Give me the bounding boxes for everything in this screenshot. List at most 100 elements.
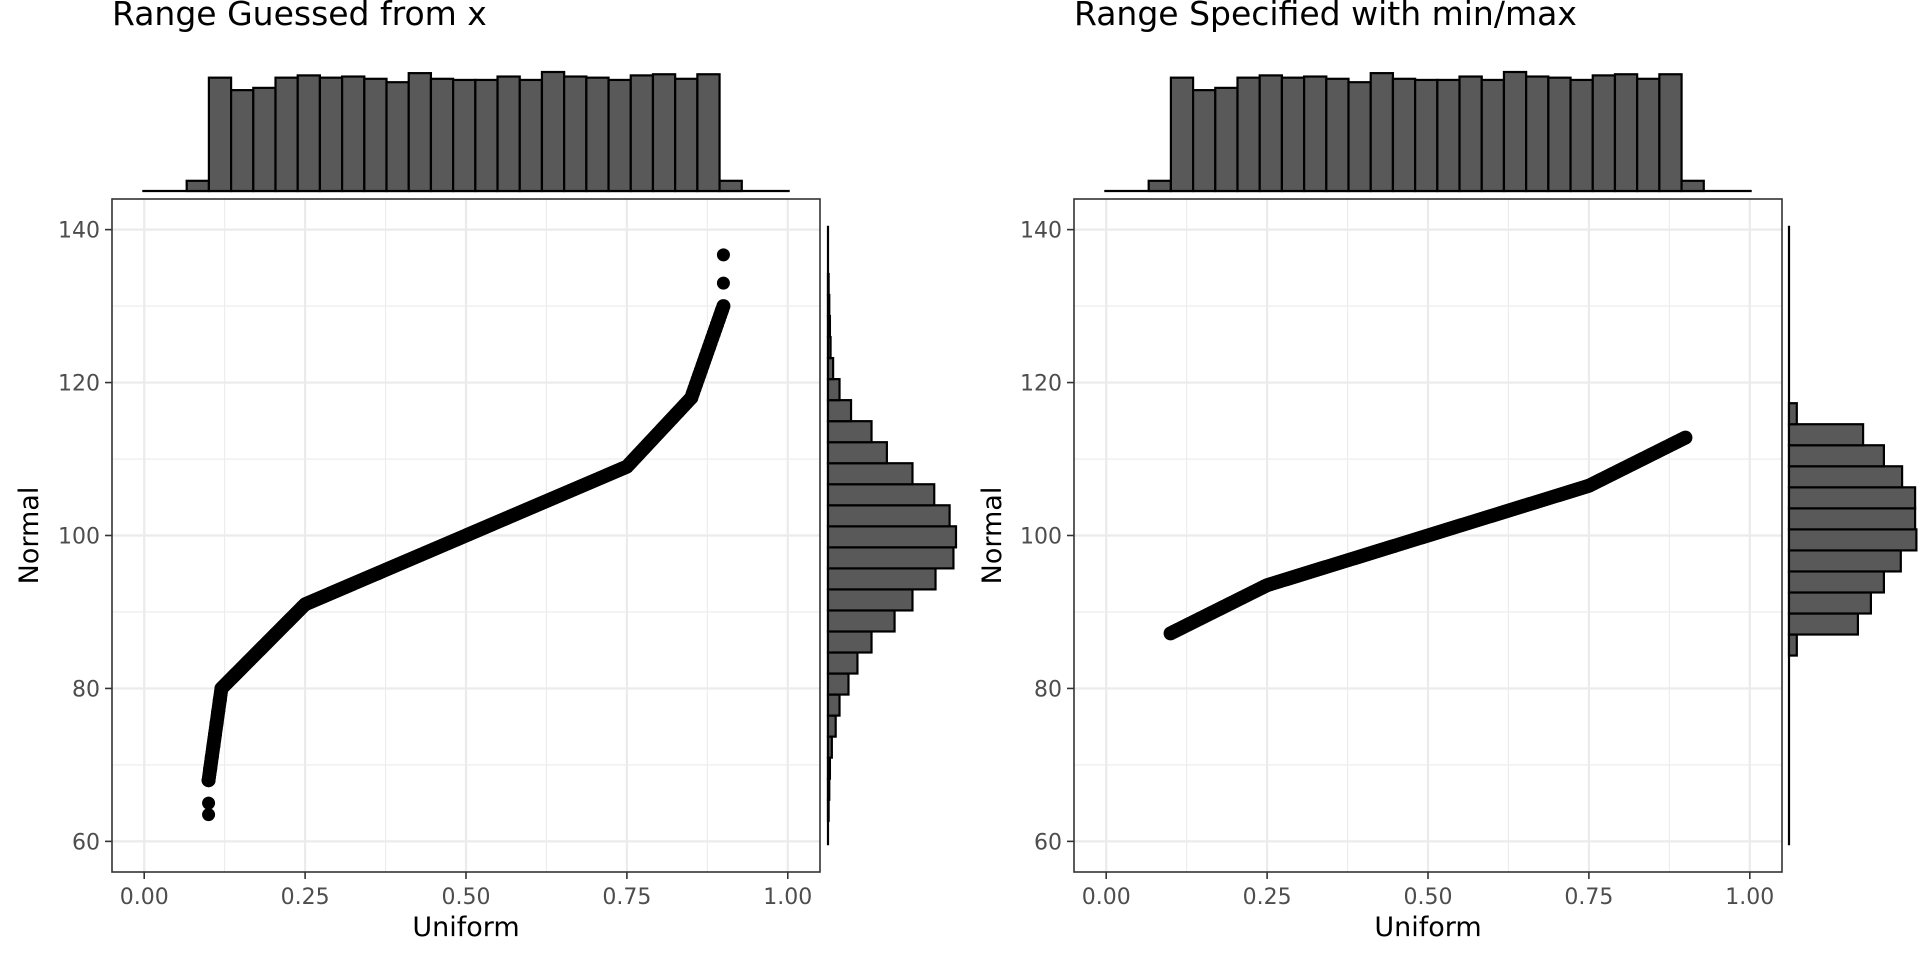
x-histogram-bar [385, 81, 410, 193]
x-tick-label: 0.25 [281, 885, 330, 910]
y-histogram-bar [826, 567, 937, 591]
x-histogram-bar [1325, 77, 1350, 193]
x-tick-label: 0.75 [1564, 885, 1613, 910]
y-histogram-bar [1787, 570, 1886, 594]
x-tick-label: 0.00 [120, 885, 169, 910]
chart-range-specified: Range Specified with min/max 0.00 0.25 0.50… [977, 0, 1918, 943]
y-tick-label: 120 [58, 372, 100, 397]
x-histogram-bar [1502, 70, 1528, 193]
scatter-point-outlier [202, 796, 216, 810]
x-tick-label: 1.00 [1725, 885, 1774, 910]
x-histogram-bar [1214, 86, 1239, 193]
y-histogram-bar [1787, 591, 1873, 615]
x-histogram-bar [1436, 78, 1461, 193]
y-tick-label: 60 [1034, 830, 1062, 855]
y-histogram-bar [826, 399, 853, 423]
y-histogram-bar [826, 483, 936, 507]
x-tick-label: 0.25 [1243, 885, 1292, 910]
scatter-point-outlier [716, 248, 730, 262]
y-histogram-bar [826, 335, 832, 360]
x-histogram-bar [1280, 76, 1306, 193]
chart-title: Range Specified with min/max [1074, 0, 1577, 33]
y-histogram-bar [826, 293, 831, 318]
x-histogram-bar [1680, 179, 1705, 193]
x-axis-title: Uniform [412, 912, 519, 943]
x-histogram-bar [651, 73, 677, 193]
x-histogram-bar [1169, 76, 1195, 193]
scatter-point [214, 684, 229, 699]
y-histogram-bar [1787, 612, 1860, 636]
y-histogram-bar [826, 546, 955, 570]
x-histogram-bar [629, 74, 655, 193]
y-histogram-bar [826, 378, 841, 402]
x-tick-label: 1.00 [763, 885, 812, 910]
x-histogram-bar [496, 75, 521, 193]
x-histogram-bar [1191, 89, 1217, 193]
x-histogram-bar [452, 78, 477, 193]
y-histogram-bar [826, 441, 888, 465]
chart-range-guessed: Range Guessed from x 0.00 0.25 0.50 0.75 1.00… [14, 0, 958, 943]
y-histogram-bar [1787, 423, 1865, 447]
x-histogram-bar [296, 74, 322, 193]
x-histogram-bar [185, 179, 210, 193]
scatter-point [1678, 430, 1693, 445]
scatter-point-outlier [716, 276, 730, 290]
x-histogram-bar [696, 73, 721, 193]
x-tick-label: 0.50 [442, 885, 491, 910]
scatter-point [715, 302, 730, 317]
x-histogram-bar [1613, 73, 1639, 193]
y-histogram-bar [826, 588, 914, 612]
y-tick-label: 80 [1034, 677, 1062, 702]
y-histogram-bar [826, 314, 832, 339]
x-histogram-bar [1147, 179, 1172, 193]
x-histogram-bar [1458, 75, 1483, 193]
x-tick-label: 0.50 [1404, 885, 1453, 910]
scatter-points [201, 248, 731, 822]
x-histogram-bar [1547, 76, 1572, 193]
scatter-point-outlier [202, 808, 216, 822]
x-histogram-bar [1258, 74, 1284, 193]
x-axis-title: Uniform [1374, 912, 1481, 943]
y-histogram-bar [826, 272, 830, 297]
x-histogram-bar [718, 179, 743, 193]
y-tick-label: 80 [72, 677, 100, 702]
x-tick-label: 0.75 [602, 885, 651, 910]
y-histogram-bar [1787, 633, 1798, 657]
y-axis-title: Normal [14, 487, 45, 585]
x-histogram-bar [540, 70, 566, 193]
x-histogram-bar [607, 78, 632, 193]
x-histogram-bar [341, 75, 366, 193]
y-histogram-bar [826, 630, 873, 654]
x-histogram-bar [1236, 76, 1261, 193]
y-histogram-bar [1787, 528, 1918, 552]
y-histogram-bar [826, 672, 850, 696]
y-histogram-bar [826, 420, 873, 444]
y-histogram-bar [1787, 465, 1904, 489]
x-marginal-histogram [142, 70, 790, 193]
y-tick-label: 60 [72, 830, 100, 855]
x-marginal-histogram [1104, 70, 1752, 193]
y-tick-label: 100 [1020, 525, 1062, 550]
x-histogram-bar [207, 76, 233, 193]
x-histogram-bar [474, 78, 499, 193]
y-histogram-bar [826, 356, 835, 381]
x-histogram-bar [1480, 78, 1506, 193]
y-histogram-bar [826, 462, 914, 486]
y-histogram-bar [1787, 444, 1886, 468]
x-histogram-bar [318, 76, 344, 193]
y-tick-label: 140 [1020, 219, 1062, 244]
y-histogram-bar [826, 756, 832, 780]
y-histogram-bar [1787, 402, 1798, 426]
x-histogram-bar [1391, 77, 1417, 193]
y-histogram-bar [826, 714, 837, 738]
x-histogram-bar [407, 72, 433, 193]
x-histogram-bar [585, 76, 610, 193]
y-tick-label: 140 [58, 219, 100, 244]
y-histogram-bar [826, 735, 833, 759]
y-tick-label: 120 [1020, 372, 1062, 397]
x-histogram-bar [229, 89, 255, 193]
x-histogram-bar [1347, 81, 1372, 193]
x-histogram-bar [1658, 73, 1683, 193]
x-histogram-bar [518, 78, 544, 193]
